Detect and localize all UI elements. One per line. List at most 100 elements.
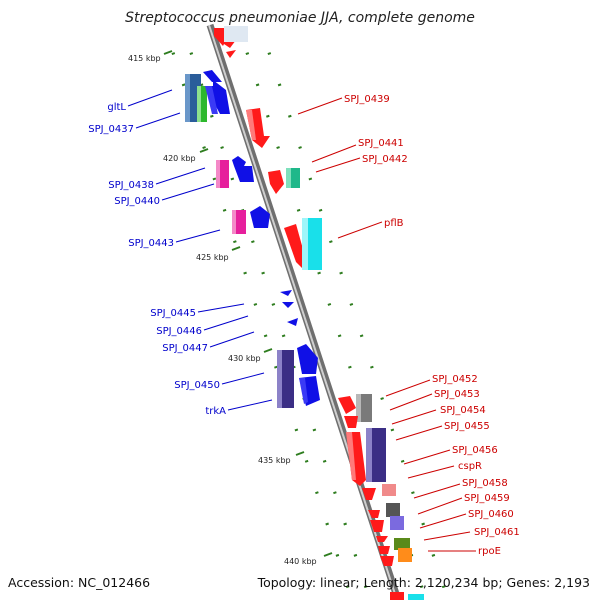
gene-SPJ_0440[interactable]: [234, 166, 254, 182]
track-dot: [370, 365, 374, 369]
track-dot: [277, 83, 282, 87]
track-dot: [312, 428, 317, 432]
gene-arrow[interactable]: [297, 344, 318, 374]
gene-label-SPJ_0439[interactable]: SPJ_0439: [344, 94, 390, 105]
track-dot: [308, 177, 313, 181]
gene-arrow[interactable]: [232, 156, 246, 166]
track-dot: [171, 52, 176, 55]
gene-SPJ_0454[interactable]: [344, 416, 358, 428]
track-dot: [274, 365, 278, 369]
tick-label: 415 kbp: [128, 54, 161, 63]
gene-label-SPJ_0437[interactable]: SPJ_0437: [88, 124, 134, 135]
gene-label-SPJ_0453[interactable]: SPJ_0453: [434, 389, 480, 400]
gene-SPJ_0446[interactable]: [282, 302, 294, 308]
gene-arrow[interactable]: [284, 224, 306, 270]
gene-label-SPJ_0461[interactable]: SPJ_0461: [474, 527, 520, 538]
gene-SPJ_0437[interactable]: [197, 86, 207, 122]
track-dot: [317, 271, 321, 275]
track-dot: [304, 459, 309, 463]
track-dot: [210, 114, 214, 118]
gene-SPJ_0461[interactable]: [394, 538, 410, 550]
track-dot: [353, 553, 358, 557]
gene-label-pflB[interactable]: pflB: [384, 218, 404, 229]
track-dot: [251, 240, 255, 244]
gene-label-SPJ_0443[interactable]: SPJ_0443: [128, 238, 174, 249]
gene-SPJ_0460[interactable]: [370, 520, 384, 532]
gene-label-SPJ_0458[interactable]: SPJ_0458: [462, 478, 508, 489]
track-dot: [276, 146, 280, 150]
track-dot: [335, 553, 340, 557]
track-dot: [431, 553, 436, 557]
gene-label-trkA[interactable]: trkA: [205, 406, 226, 417]
track-dot: [253, 302, 258, 306]
gene-label-cspR[interactable]: cspR: [458, 461, 482, 472]
track-dot: [220, 146, 224, 150]
gene-label-SPJ_0440[interactable]: SPJ_0440: [114, 196, 160, 207]
track-dot: [255, 83, 260, 87]
gene-SPJ_0441[interactable]: [268, 170, 284, 194]
track-dot: [329, 240, 333, 244]
gene-rpoE[interactable]: [398, 548, 412, 562]
gene-arrow[interactable]: [226, 50, 236, 58]
gene-cspR[interactable]: [382, 484, 396, 496]
track-dot: [202, 146, 206, 150]
gene-label-SPJ_0446[interactable]: SPJ_0446: [156, 326, 202, 337]
scale-tick-425: 425 kbp: [196, 246, 241, 262]
gene-SPJ_0452[interactable]: [338, 396, 356, 414]
track-dot: [339, 271, 343, 275]
track-dot: [243, 271, 247, 275]
scale-tick-415: 415 kbp: [128, 50, 173, 63]
scale-tick-420: 420 kbp: [163, 148, 209, 163]
track-dot: [296, 208, 301, 212]
track-dot: [327, 302, 332, 306]
track-dot: [261, 271, 265, 275]
track-dot: [390, 428, 395, 432]
track-dot: [380, 397, 384, 400]
gene-label-SPJ_0456[interactable]: SPJ_0456: [452, 445, 498, 456]
gene-arrow[interactable]: [250, 206, 270, 228]
gene-arrow[interactable]: [376, 536, 388, 542]
left-leaders: [127, 89, 273, 411]
gene-label-rpoE[interactable]: rpoE: [478, 546, 501, 557]
right-leaders: [297, 97, 476, 552]
gene-block[interactable]: [390, 592, 404, 600]
scale-tick-435: 435 kbp: [258, 451, 305, 465]
gene-arrow[interactable]: [378, 546, 390, 554]
scale-tick-440: 440 kbp: [284, 552, 333, 566]
gene-label-SPJ_0455[interactable]: SPJ_0455: [444, 421, 490, 432]
gene-label-SPJ_0438[interactable]: SPJ_0438: [108, 180, 154, 191]
track-dot: [363, 585, 368, 589]
gene-label-SPJ_0450[interactable]: SPJ_0450: [174, 380, 220, 391]
topology-text: Topology: linear; Length: 2,120,234 bp; …: [257, 575, 590, 590]
gene-SPJ_0445[interactable]: [280, 290, 292, 296]
track-dot: [318, 208, 323, 212]
track-dot: [230, 177, 235, 181]
gene-label-SPJ_0452[interactable]: SPJ_0452: [432, 374, 478, 385]
track-dot: [266, 114, 270, 118]
gene-arrow[interactable]: [362, 488, 376, 500]
gene-label-SPJ_0460[interactable]: SPJ_0460: [468, 509, 514, 520]
gene-SPJ_0458[interactable]: [386, 503, 400, 517]
gene-arrow[interactable]: [203, 70, 222, 82]
gene-label-SPJ_0441[interactable]: SPJ_0441: [358, 138, 404, 149]
gene-label-SPJ_0447[interactable]: SPJ_0447: [162, 343, 208, 354]
track-dot: [400, 459, 405, 463]
gene-arrow[interactable]: [368, 510, 380, 518]
gene-label-gltL[interactable]: gltL: [107, 102, 126, 113]
gene-block[interactable]: [408, 594, 424, 600]
gene-block[interactable]: [224, 26, 248, 42]
gene-SPJ_0447[interactable]: [287, 318, 298, 326]
gene-label-SPJ_0459[interactable]: SPJ_0459: [464, 493, 510, 504]
track-dot: [298, 146, 302, 150]
gene-label-SPJ_0454[interactable]: SPJ_0454: [440, 405, 486, 416]
gene-label-SPJ_0442[interactable]: SPJ_0442: [362, 154, 408, 165]
track-dot: [359, 334, 364, 338]
track-dot: [263, 334, 268, 338]
scale-tick-430: 430 kbp: [228, 348, 273, 363]
gene-SPJ_0459[interactable]: [390, 516, 404, 530]
track-dot: [181, 83, 186, 87]
gene-rpoE-arrow[interactable]: [380, 556, 394, 566]
gene-label-SPJ_0445[interactable]: SPJ_0445: [150, 308, 196, 319]
track-dot: [315, 491, 319, 495]
